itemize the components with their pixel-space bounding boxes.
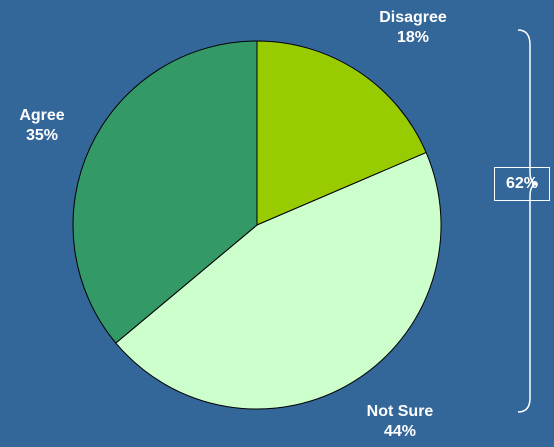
slice-label-disagree: Disagree 18% (363, 8, 463, 48)
slice-label-agree-name: Agree (19, 107, 65, 124)
slice-label-not-sure-value: 44% (383, 423, 417, 440)
slice-label-disagree-name: Disagree (379, 9, 447, 26)
pie-slice-disagree (256, 40, 427, 226)
slice-label-disagree-value: 18% (396, 29, 430, 46)
pie-slice-not-sure (115, 151, 442, 410)
pie-slices (72, 40, 442, 410)
bracket-total-label: 62% (494, 167, 550, 201)
bracket-brace (517, 29, 539, 413)
pie-slice-agree (72, 40, 258, 344)
slice-label-agree: Agree 35% (0, 106, 92, 146)
slice-label-agree-value: 35% (25, 127, 59, 144)
slice-label-not-sure: Not Sure 44% (350, 402, 450, 442)
slice-label-not-sure-name: Not Sure (366, 403, 434, 420)
